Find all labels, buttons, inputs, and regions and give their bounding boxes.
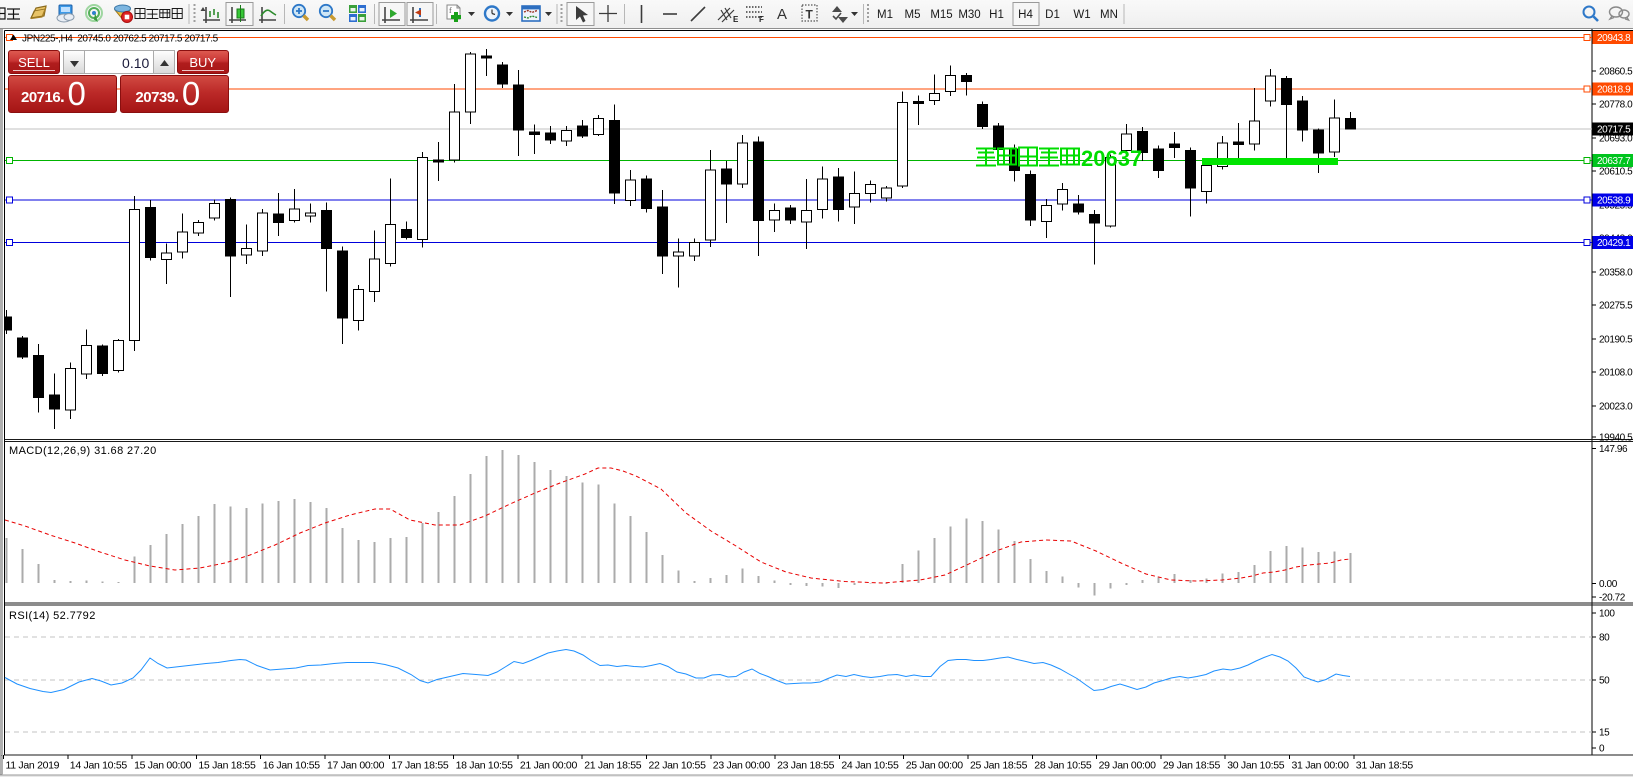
svg-text:29 Jan 00:00: 29 Jan 00:00 [1099, 760, 1157, 772]
svg-text:M5: M5 [905, 9, 921, 21]
svg-text:RSI(14) 52.7792: RSI(14) 52.7792 [9, 610, 96, 622]
svg-text:25 Jan 00:00: 25 Jan 00:00 [906, 760, 964, 772]
svg-text:20275.5: 20275.5 [1599, 300, 1633, 311]
svg-text:W1: W1 [1073, 9, 1090, 21]
svg-text:H1: H1 [989, 9, 1004, 21]
svg-text:20108.0: 20108.0 [1599, 367, 1633, 378]
svg-text:80: 80 [1599, 633, 1610, 644]
svg-text:20818.9: 20818.9 [1597, 85, 1631, 96]
svg-text:31 Jan 00:00: 31 Jan 00:00 [1292, 760, 1350, 772]
svg-text:H4: H4 [1018, 9, 1033, 21]
svg-text:17 Jan 18:55: 17 Jan 18:55 [391, 760, 449, 772]
svg-text:20429.1: 20429.1 [1597, 238, 1631, 249]
svg-text:20190.5: 20190.5 [1599, 334, 1633, 345]
svg-text:21 Jan 00:00: 21 Jan 00:00 [520, 760, 578, 772]
svg-text:20637: 20637 [1081, 146, 1142, 171]
svg-text:A: A [777, 6, 787, 23]
svg-text:22 Jan 10:55: 22 Jan 10:55 [649, 760, 707, 772]
svg-text:20778.0: 20778.0 [1599, 99, 1633, 110]
svg-text:f: f [449, 6, 452, 15]
svg-text:M1: M1 [877, 9, 893, 21]
svg-text:21 Jan 18:55: 21 Jan 18:55 [584, 760, 642, 772]
svg-text:20023.0: 20023.0 [1599, 401, 1633, 412]
svg-text:19940.5: 19940.5 [1599, 433, 1633, 444]
svg-text:20610.5: 20610.5 [1599, 166, 1633, 177]
svg-text:M30: M30 [958, 9, 980, 21]
svg-text:20860.5: 20860.5 [1599, 66, 1633, 77]
svg-text:-20.72: -20.72 [1599, 593, 1626, 604]
svg-text:T: T [806, 8, 814, 22]
svg-text:30 Jan 10:55: 30 Jan 10:55 [1227, 760, 1285, 772]
svg-text:F: F [759, 15, 764, 24]
svg-text:MACD(12,26,9) 31.68 27.20: MACD(12,26,9) 31.68 27.20 [9, 445, 157, 457]
svg-text:50: 50 [1599, 676, 1610, 687]
svg-text:20717.5: 20717.5 [1597, 125, 1631, 136]
svg-text:17 Jan 00:00: 17 Jan 00:00 [327, 760, 385, 772]
svg-text:JPN225-,H4 20745.0 20762.5 20: JPN225-,H4 20745.0 20762.5 20717.5 20717… [22, 34, 219, 45]
svg-text:25 Jan 18:55: 25 Jan 18:55 [970, 760, 1028, 772]
svg-text:E: E [733, 15, 739, 24]
svg-text:24 Jan 10:55: 24 Jan 10:55 [841, 760, 899, 772]
svg-text:29 Jan 18:55: 29 Jan 18:55 [1163, 760, 1221, 772]
svg-text:31 Jan 18:55: 31 Jan 18:55 [1356, 760, 1414, 772]
svg-text:15 Jan 00:00: 15 Jan 00:00 [134, 760, 192, 772]
svg-text:20358.0: 20358.0 [1599, 267, 1633, 278]
svg-text:20693.0: 20693.0 [1599, 133, 1633, 144]
svg-text:147.96: 147.96 [1599, 444, 1628, 455]
svg-text:20538.9: 20538.9 [1597, 196, 1631, 207]
svg-text:15: 15 [1599, 728, 1610, 739]
svg-text:11 Jan 2019: 11 Jan 2019 [6, 760, 60, 772]
svg-text:16 Jan 10:55: 16 Jan 10:55 [263, 760, 321, 772]
svg-text:100: 100 [1599, 609, 1615, 620]
svg-text:M15: M15 [930, 9, 952, 21]
svg-text:20637.7: 20637.7 [1597, 156, 1631, 167]
svg-text:D1: D1 [1045, 9, 1060, 21]
svg-text:15 Jan 18:55: 15 Jan 18:55 [198, 760, 256, 772]
svg-text:14 Jan 10:55: 14 Jan 10:55 [70, 760, 128, 772]
svg-text:23 Jan 18:55: 23 Jan 18:55 [777, 760, 835, 772]
svg-text:18 Jan 10:55: 18 Jan 10:55 [456, 760, 514, 772]
svg-text:20943.8: 20943.8 [1597, 33, 1631, 44]
svg-text:0.00: 0.00 [1599, 579, 1618, 590]
svg-text:28 Jan 10:55: 28 Jan 10:55 [1034, 760, 1092, 772]
svg-text:0: 0 [1599, 744, 1605, 755]
svg-text:MN: MN [1100, 9, 1118, 21]
svg-text:23 Jan 00:00: 23 Jan 00:00 [713, 760, 771, 772]
